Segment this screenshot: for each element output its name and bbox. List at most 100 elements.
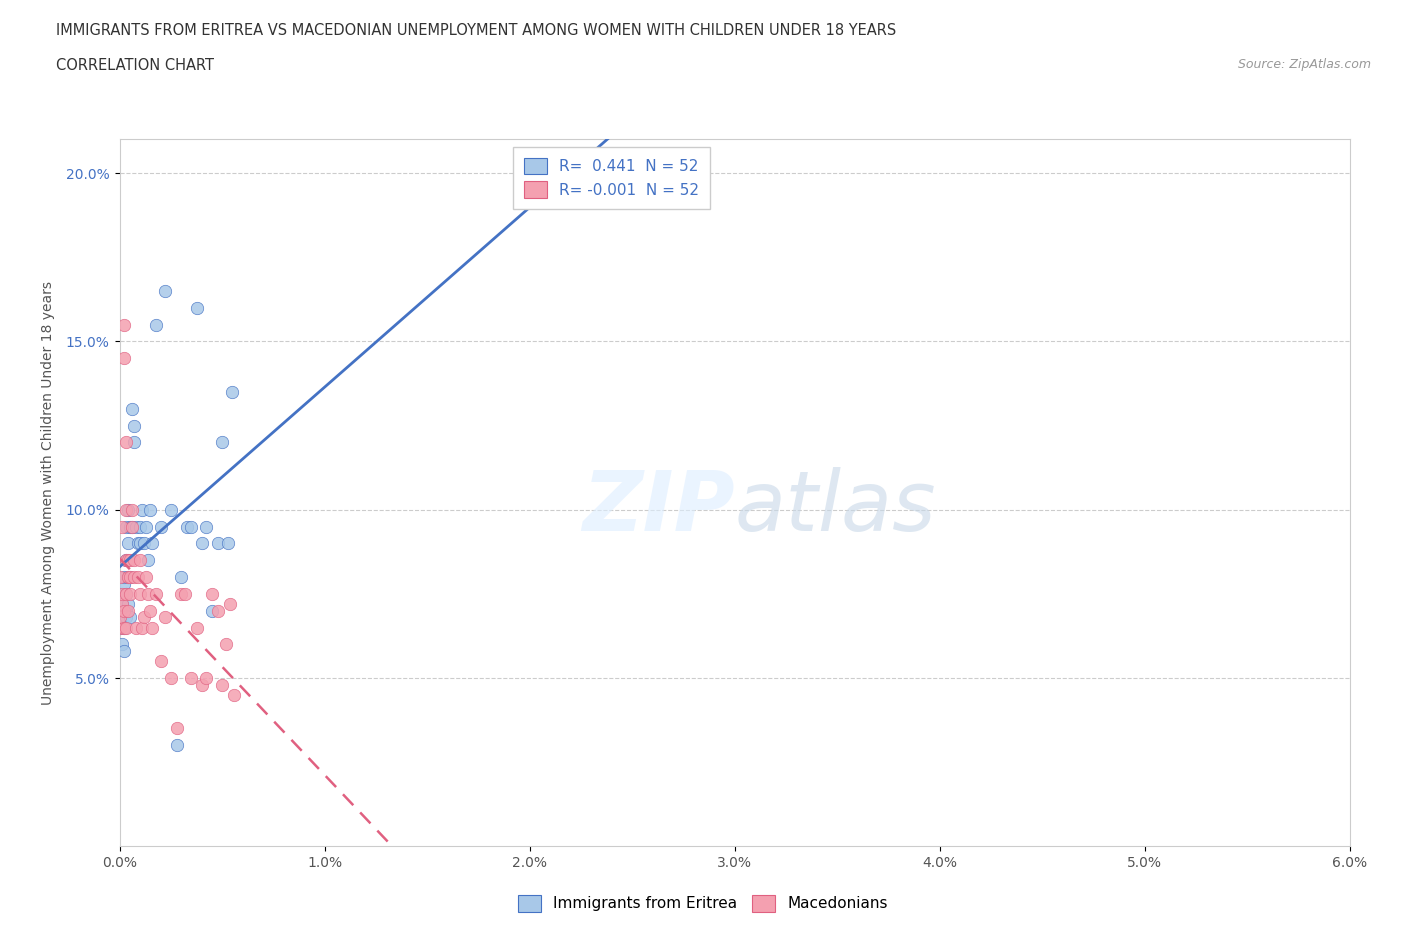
Point bbox=[114, 587, 136, 602]
Point bbox=[136, 552, 159, 567]
Point bbox=[159, 502, 181, 517]
Point bbox=[117, 569, 139, 584]
Point bbox=[132, 610, 156, 625]
Point bbox=[117, 604, 139, 618]
Point bbox=[190, 536, 212, 551]
Point bbox=[129, 587, 152, 602]
Point bbox=[118, 587, 141, 602]
Text: atlas: atlas bbox=[734, 467, 936, 548]
Point bbox=[207, 604, 229, 618]
Point bbox=[153, 284, 176, 299]
Point bbox=[114, 552, 136, 567]
Point bbox=[117, 596, 139, 611]
Point bbox=[180, 671, 202, 685]
Point bbox=[127, 536, 149, 551]
Point bbox=[114, 604, 136, 618]
Point bbox=[145, 317, 167, 332]
Point bbox=[108, 587, 131, 602]
Point bbox=[122, 569, 145, 584]
Point bbox=[215, 637, 238, 652]
Point bbox=[221, 384, 243, 399]
Point bbox=[110, 596, 132, 611]
Point bbox=[117, 569, 139, 584]
Point bbox=[170, 569, 193, 584]
Point bbox=[114, 552, 136, 567]
Point bbox=[174, 587, 197, 602]
Point bbox=[129, 552, 152, 567]
Point bbox=[121, 519, 143, 534]
Y-axis label: Unemployment Among Women with Children Under 18 years: Unemployment Among Women with Children U… bbox=[41, 281, 55, 705]
Legend: Immigrants from Eritrea, Macedonians: Immigrants from Eritrea, Macedonians bbox=[512, 889, 894, 918]
Point bbox=[125, 620, 148, 635]
Point bbox=[125, 519, 148, 534]
Point bbox=[190, 677, 212, 692]
Point bbox=[117, 552, 139, 567]
Point bbox=[122, 435, 145, 450]
Point bbox=[135, 569, 157, 584]
Point bbox=[159, 671, 181, 685]
Point bbox=[149, 654, 172, 669]
Point bbox=[112, 569, 135, 584]
Point bbox=[118, 569, 141, 584]
Point bbox=[112, 351, 135, 365]
Point bbox=[149, 519, 172, 534]
Point bbox=[180, 519, 202, 534]
Point bbox=[110, 587, 132, 602]
Point bbox=[108, 620, 131, 635]
Point bbox=[170, 587, 193, 602]
Point bbox=[112, 620, 135, 635]
Point bbox=[131, 620, 153, 635]
Point bbox=[176, 519, 198, 534]
Point bbox=[110, 637, 132, 652]
Point bbox=[114, 519, 136, 534]
Point bbox=[118, 552, 141, 567]
Legend: R=  0.441  N = 52, R= -0.001  N = 52: R= 0.441 N = 52, R= -0.001 N = 52 bbox=[513, 147, 710, 208]
Point bbox=[166, 737, 188, 752]
Point bbox=[217, 536, 239, 551]
Point bbox=[186, 620, 208, 635]
Text: Source: ZipAtlas.com: Source: ZipAtlas.com bbox=[1237, 58, 1371, 71]
Point bbox=[129, 519, 152, 534]
Point bbox=[118, 519, 141, 534]
Point bbox=[121, 519, 143, 534]
Point bbox=[145, 587, 167, 602]
Point bbox=[153, 610, 176, 625]
Point bbox=[114, 620, 136, 635]
Point bbox=[136, 587, 159, 602]
Point bbox=[166, 721, 188, 736]
Text: IMMIGRANTS FROM ERITREA VS MACEDONIAN UNEMPLOYMENT AMONG WOMEN WITH CHILDREN UND: IMMIGRANTS FROM ERITREA VS MACEDONIAN UN… bbox=[56, 23, 897, 38]
Point bbox=[122, 418, 145, 433]
Point bbox=[132, 536, 156, 551]
Point bbox=[114, 610, 136, 625]
Point bbox=[114, 587, 136, 602]
Point bbox=[131, 502, 153, 517]
Point bbox=[141, 620, 163, 635]
Point bbox=[211, 677, 233, 692]
Point bbox=[112, 644, 135, 658]
Point bbox=[139, 502, 162, 517]
Point bbox=[224, 687, 246, 702]
Point bbox=[112, 317, 135, 332]
Point bbox=[112, 577, 135, 591]
Point bbox=[141, 536, 163, 551]
Point bbox=[110, 610, 132, 625]
Point bbox=[112, 604, 135, 618]
Point bbox=[186, 300, 208, 315]
Point bbox=[122, 552, 145, 567]
Point bbox=[194, 671, 217, 685]
Point bbox=[118, 569, 141, 584]
Point bbox=[110, 519, 132, 534]
Point bbox=[114, 435, 136, 450]
Text: ZIP: ZIP bbox=[582, 467, 734, 548]
Point bbox=[108, 604, 131, 618]
Point bbox=[108, 620, 131, 635]
Point bbox=[110, 596, 132, 611]
Point bbox=[135, 519, 157, 534]
Text: CORRELATION CHART: CORRELATION CHART bbox=[56, 58, 214, 73]
Point bbox=[194, 519, 217, 534]
Point bbox=[108, 610, 131, 625]
Point bbox=[112, 620, 135, 635]
Point bbox=[129, 536, 152, 551]
Point bbox=[219, 596, 242, 611]
Point bbox=[211, 435, 233, 450]
